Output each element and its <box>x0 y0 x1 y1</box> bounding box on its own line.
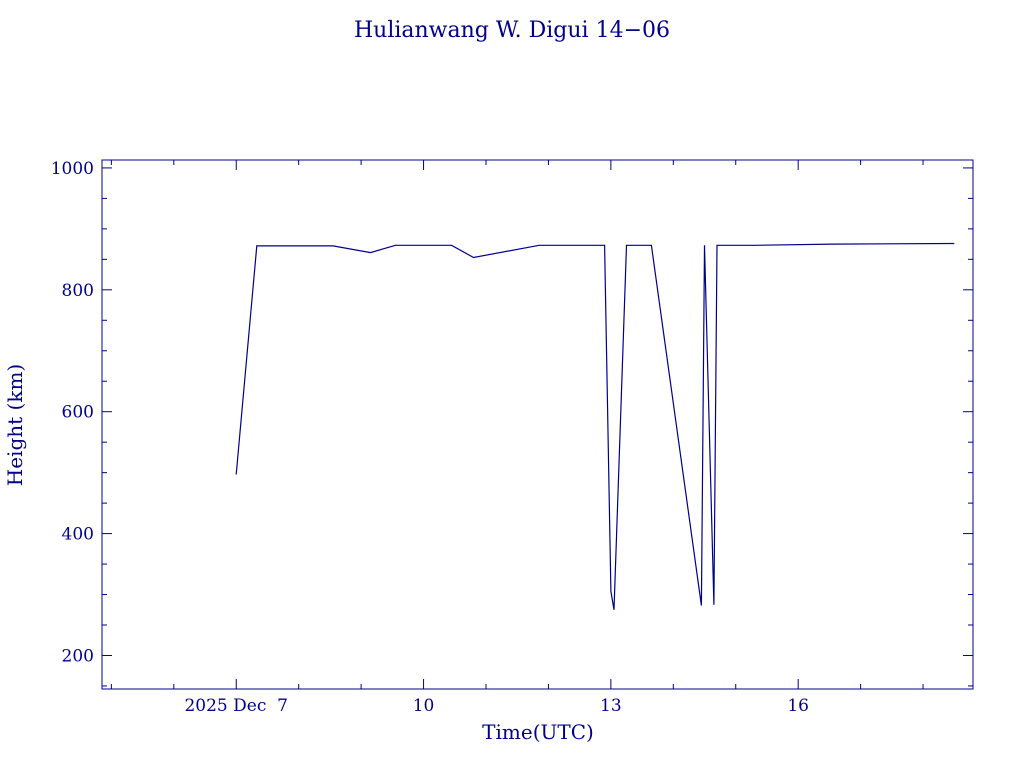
x-tick-label: 13 <box>600 696 622 716</box>
y-tick-label: 600 <box>62 403 94 423</box>
series-layer <box>235 242 955 610</box>
y-axis-label: Height (km) <box>3 364 27 486</box>
series-line <box>235 242 955 610</box>
chart-title: Hulianwang W. Digui 14−06 <box>354 18 670 43</box>
y-tick-label: 1000 <box>51 159 94 179</box>
y-tick-label: 200 <box>62 646 94 666</box>
plot-frame <box>101 159 974 690</box>
y-tick-label: 800 <box>62 281 94 301</box>
x-tick-label: 2025 Dec 7 <box>184 696 288 716</box>
x-axis-label: Time(UTC) <box>482 720 594 744</box>
y-tick-label: 400 <box>62 525 94 545</box>
y-axis-ticks: 200 400 600 800 1000 <box>51 159 973 687</box>
x-tick-label: 16 <box>787 696 809 716</box>
x-tick-label: 10 <box>413 696 435 716</box>
x-axis-ticks: 2025 Dec 7 10 13 16 <box>110 160 924 716</box>
